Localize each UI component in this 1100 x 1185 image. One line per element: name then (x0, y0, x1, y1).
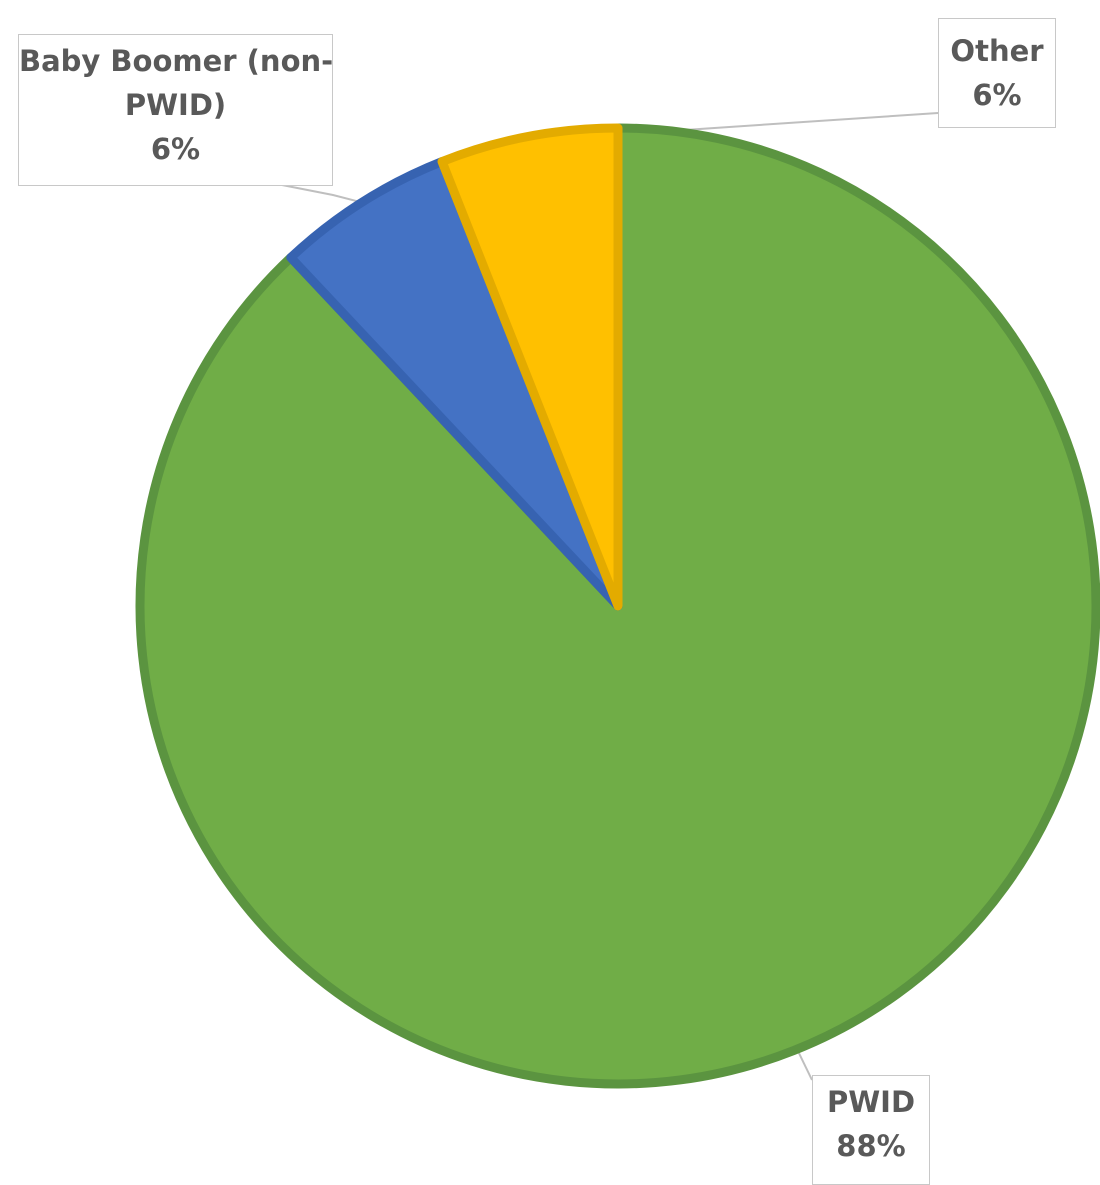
data-label-other-value: 6% (972, 78, 1022, 112)
data-label-baby-boomer-value: 6% (150, 132, 201, 166)
data-label-baby-boomer: Baby Boomer (non- PWID) 6% (18, 34, 333, 186)
pie-slices (135, 123, 1100, 1089)
data-label-pwid-value: 88% (836, 1129, 906, 1163)
data-label-other: Other 6% (938, 18, 1056, 128)
leader-line-pwid (796, 1048, 813, 1081)
pie-slice-other (437, 123, 623, 611)
data-label-other-category: Other (950, 34, 1044, 68)
data-label-baby-boomer-category-line1: Baby Boomer (non- (19, 44, 334, 78)
leader-line-baby-boomer (281, 184, 363, 204)
pie-slice-baby-boomer (286, 157, 623, 611)
data-label-baby-boomer-category-line2: PWID) (124, 88, 227, 122)
data-label-pwid-category: PWID (826, 1085, 916, 1119)
data-label-pwid: PWID 88% (812, 1075, 930, 1185)
